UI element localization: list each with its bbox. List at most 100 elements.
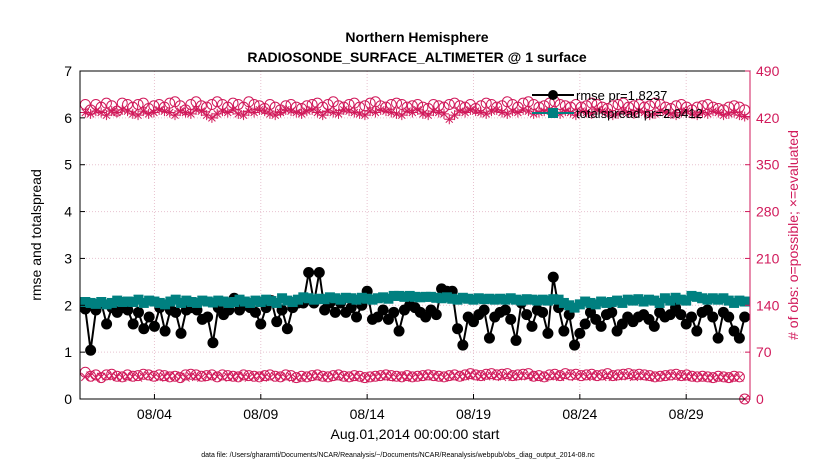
x-tick-label: 08/04 [137,406,172,422]
totalspread-marker [335,294,346,305]
totalspread-marker [378,292,389,303]
obs-evaluated-marker [185,108,196,119]
totalspread-marker [388,290,399,301]
obs-evaluated-marker [634,106,645,117]
obs-evaluated-marker [607,110,618,121]
rmse-marker [138,323,150,335]
obs-evaluated-marker [228,372,238,382]
totalspread-marker [181,295,192,306]
x-axis-label: Aug.01,2014 00:00:00 start [331,426,500,442]
rmse-marker [686,311,698,323]
rmse-marker [707,311,719,323]
y-left-tick-label: 7 [64,63,72,79]
obs-evaluated-marker [465,104,476,115]
totalspread-marker [324,292,335,303]
obs-evaluated-marker [560,106,571,117]
obs-evaluated-marker [133,110,144,121]
obs-evaluated-marker [117,373,127,382]
obs-evaluated-marker [417,108,428,119]
obs-evaluated-marker [591,104,602,115]
obs-possible-marker [485,368,497,380]
totalspread-marker [617,297,628,308]
obs-evaluated-marker [233,108,244,119]
obs-evaluated-marker [164,107,175,118]
obs-evaluated-marker [296,108,307,119]
rmse-marker [122,304,134,316]
obs-possible-marker [206,98,218,110]
rmse-marker [569,339,581,351]
legend-rmse-marker [548,90,558,100]
y-left-tick-label: 1 [64,344,72,360]
obs-possible-marker [501,368,513,380]
obs-possible-marker [222,370,234,382]
obs-possible-marker [180,369,192,381]
y-right-tick-label: 70 [756,344,772,360]
obs-possible-marker [570,368,582,380]
totalspread-marker [638,296,649,307]
obs-possible-marker [670,368,682,380]
data-file-footnote: data file: /Users/gharamti/Documents/NCA… [201,452,595,459]
totalspread-marker [245,297,256,308]
totalspread-marker [122,296,133,307]
rmse-marker [739,311,751,323]
rmse-marker [537,306,549,318]
y-right-tick-label: 140 [756,297,780,313]
obs-evaluated-marker [312,107,323,118]
obs-evaluated-marker [291,373,301,383]
totalspread-marker [612,295,623,306]
obs-evaluated-marker [196,106,207,117]
totalspread-marker [101,299,112,310]
obs-evaluated-marker [618,106,629,117]
obs-possible-marker [396,98,408,110]
totalspread-marker [165,296,176,307]
obs-evaluated-marker [449,110,460,121]
totalspread-marker [521,294,532,305]
rmse-marker [457,339,469,351]
rmse-marker [127,318,139,330]
totalspread-marker [319,294,330,305]
totalspread-marker [516,295,527,306]
totalspread-marker [505,293,516,304]
obs-evaluated-marker [375,104,386,115]
totalspread-marker [463,293,474,304]
obs-evaluated-marker [80,372,90,382]
rmse-marker [521,309,533,321]
rmse-marker [606,306,618,318]
obs-evaluated-marker [181,373,190,382]
obs-evaluated-marker [381,371,391,380]
obs-evaluated-marker [228,104,239,115]
totalspread-marker [218,296,229,307]
obs-evaluated-marker [407,107,418,118]
totalspread-marker [229,297,240,308]
obs-evaluated-marker [718,110,729,121]
obs-possible-marker [143,369,155,381]
obs-possible-marker [712,370,724,382]
obs-evaluated-marker [713,107,724,118]
rmse-marker [595,320,607,332]
obs-evaluated-marker [323,373,333,382]
totalspread-marker [441,292,452,303]
obs-evaluated-marker [191,104,202,115]
rmse-marker [313,266,325,278]
totalspread-marker [394,290,405,301]
totalspread-marker [564,300,575,311]
chart-subtitle: RADIOSONDE_SURFACE_ALTIMETER @ 1 surface [247,49,587,65]
totalspread-marker [410,291,420,302]
rmse-marker [723,311,735,323]
obs-possible-marker [496,368,508,380]
obs-evaluated-marker [475,107,486,118]
obs-evaluated-marker [676,107,687,118]
obs-possible-marker [665,369,677,381]
x-tick-label: 08/24 [562,406,597,422]
rmse-marker [675,309,687,321]
obs-possible-marker [280,369,292,381]
obs-possible-marker [681,369,693,381]
rmse-marker [202,311,214,323]
totalspread-marker [404,290,415,301]
totalspread-marker [558,297,569,308]
totalspread-marker [729,297,740,308]
totalspread-marker [659,293,670,304]
x-tick-label: 08/19 [456,406,491,422]
obs-possible-marker [348,370,360,382]
totalspread-marker [330,293,341,304]
